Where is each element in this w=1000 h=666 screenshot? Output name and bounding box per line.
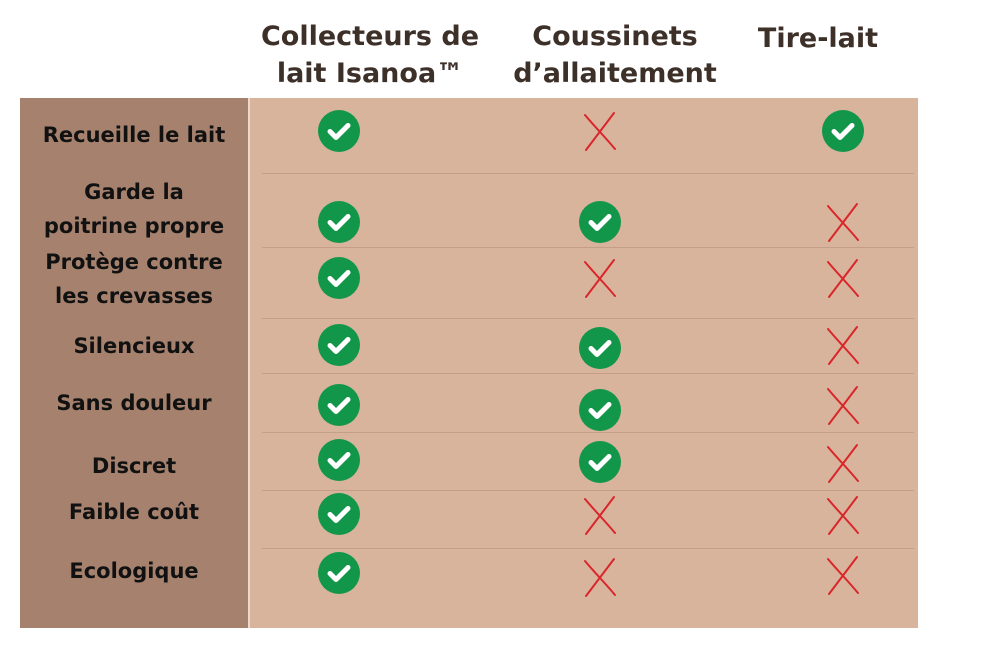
feature-label: Faible coût xyxy=(68,500,200,524)
check-circle-icon xyxy=(578,388,622,432)
feature-label: Protège contre les crevasses xyxy=(45,250,223,308)
cross-icon xyxy=(821,200,865,244)
column-header-coussinets: Coussinets d’allaitement xyxy=(513,21,717,89)
cross-icon xyxy=(578,493,622,537)
cross-icon xyxy=(821,493,865,537)
check-circle-icon xyxy=(578,440,622,484)
cross-icon xyxy=(821,441,865,485)
feature-label: Garde la poitrine propre xyxy=(43,180,225,238)
row-divider xyxy=(262,173,914,174)
row-divider xyxy=(262,432,914,433)
feature-label: Silencieux xyxy=(73,334,195,358)
row-divider xyxy=(262,247,914,248)
feature-label: Recueille le lait xyxy=(42,123,226,147)
check-circle-icon xyxy=(317,323,361,367)
check-circle-icon xyxy=(317,492,361,536)
check-circle-icon xyxy=(317,200,361,244)
row-divider xyxy=(262,318,914,319)
cross-icon xyxy=(821,553,865,597)
column-header-tire-lait: Tire-lait xyxy=(757,23,879,54)
feature-label: Discret xyxy=(91,454,177,478)
feature-label-column xyxy=(20,98,250,628)
check-circle-icon xyxy=(821,109,865,153)
cross-icon xyxy=(821,383,865,427)
cross-icon xyxy=(821,256,865,300)
check-circle-icon xyxy=(317,383,361,427)
cross-icon xyxy=(578,256,622,300)
feature-label: Ecologique xyxy=(69,559,199,583)
cross-icon xyxy=(578,109,622,153)
row-divider xyxy=(262,490,914,491)
cross-icon xyxy=(821,323,865,367)
check-circle-icon xyxy=(578,200,622,244)
check-circle-icon xyxy=(317,256,361,300)
check-circle-icon xyxy=(317,438,361,482)
row-divider xyxy=(262,548,914,549)
feature-label: Sans douleur xyxy=(56,391,212,415)
check-circle-icon xyxy=(317,109,361,153)
column-header-isanoa: Collecteurs de lait Isanoa™ xyxy=(260,21,480,89)
row-divider xyxy=(262,373,914,374)
check-circle-icon xyxy=(317,551,361,595)
check-circle-icon xyxy=(578,326,622,370)
cross-icon xyxy=(578,555,622,599)
